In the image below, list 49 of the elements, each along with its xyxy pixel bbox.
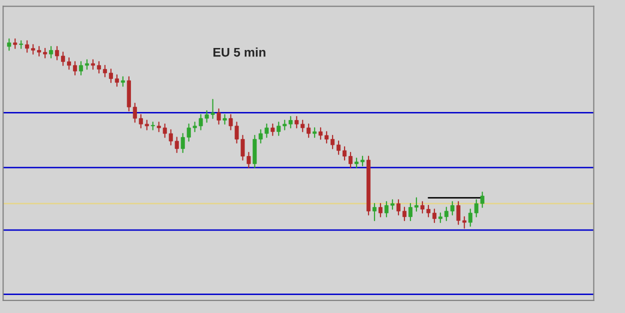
candlestick bbox=[324, 131, 329, 144]
candlestick bbox=[342, 146, 347, 161]
candlestick bbox=[318, 127, 323, 140]
candlestick bbox=[61, 52, 66, 66]
candlestick bbox=[102, 64, 107, 78]
candlestick bbox=[378, 202, 383, 218]
candlestick bbox=[96, 61, 101, 74]
candlestick bbox=[390, 199, 394, 210]
candlestick bbox=[114, 74, 119, 87]
candlestick bbox=[336, 140, 341, 155]
candlestick bbox=[144, 120, 149, 130]
candlestick bbox=[396, 199, 400, 216]
candlestick bbox=[330, 134, 335, 150]
candlestick bbox=[444, 206, 448, 222]
candlestick bbox=[25, 40, 30, 53]
candlestick bbox=[73, 61, 78, 76]
candlestick bbox=[312, 127, 317, 138]
candlestick bbox=[120, 76, 125, 87]
text: EU 5 min bbox=[213, 48, 266, 57]
candlestick bbox=[67, 57, 72, 70]
candlestick bbox=[138, 114, 143, 128]
candlestick bbox=[222, 114, 227, 125]
candlestick bbox=[55, 46, 60, 60]
candlestick bbox=[372, 202, 377, 222]
candlestick bbox=[270, 124, 275, 136]
candlestick bbox=[408, 202, 412, 222]
candlestick bbox=[216, 108, 221, 125]
candlestick bbox=[438, 212, 442, 224]
candlestick bbox=[432, 208, 436, 224]
candlestick bbox=[13, 38, 18, 49]
candlestick bbox=[49, 46, 54, 58]
candlestick bbox=[78, 61, 84, 76]
candlestick bbox=[7, 38, 12, 51]
candlestick bbox=[31, 44, 36, 55]
candlestick bbox=[90, 59, 95, 70]
candlestick bbox=[84, 59, 89, 70]
candlestick bbox=[132, 102, 137, 123]
candlestick bbox=[360, 156, 365, 166]
candlestick bbox=[37, 46, 42, 57]
candlestick bbox=[348, 152, 353, 168]
candlestick bbox=[450, 201, 454, 216]
candlestick bbox=[402, 206, 406, 222]
candlestick bbox=[108, 68, 113, 84]
candlestick bbox=[426, 204, 430, 218]
candlestick bbox=[414, 197, 418, 212]
candlestick bbox=[354, 158, 359, 168]
candlestick bbox=[420, 201, 424, 214]
candlestick bbox=[384, 201, 388, 218]
candlestick bbox=[43, 48, 48, 58]
